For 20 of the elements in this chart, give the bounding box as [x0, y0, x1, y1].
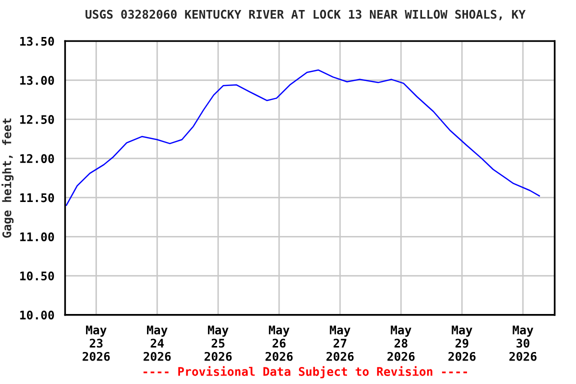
y-tick-label: 10.00 — [20, 310, 54, 320]
y-axis-title: Gage height, feet — [2, 118, 14, 238]
line-series — [66, 69, 540, 206]
x-tick-label: May 28 2026 — [387, 326, 415, 361]
y-tick-label: 13.00 — [20, 76, 54, 85]
x-tick-label: May 27 2026 — [326, 326, 354, 361]
y-tick-label: 13.50 — [20, 36, 54, 46]
y-tick-label: 12.50 — [20, 115, 54, 124]
text: ---- Provisional Data Subject to Revision ---- — [144, 366, 468, 378]
x-tick-label: May 30 2026 — [509, 326, 537, 361]
x-tick-label: May 25 2026 — [204, 326, 232, 361]
x-tick-label: May 26 2026 — [266, 326, 293, 361]
x-tick-label: May 29 2026 — [448, 326, 476, 361]
chart-title: USGS 03282060 KENTUCKY RIVER AT LOCK 13 NEAR WILLOW SHOALS, KY — [86, 10, 526, 20]
x-tick-label: May 23 2026 — [82, 326, 110, 361]
y-tick-label: 11.00 — [20, 232, 54, 242]
y-tick-label: 12.00 — [20, 154, 54, 164]
x-tick-label: May 24 2026 — [144, 326, 171, 361]
y-tick-label: 11.50 — [20, 193, 54, 202]
y-tick-label: 10.50 — [20, 271, 54, 280]
